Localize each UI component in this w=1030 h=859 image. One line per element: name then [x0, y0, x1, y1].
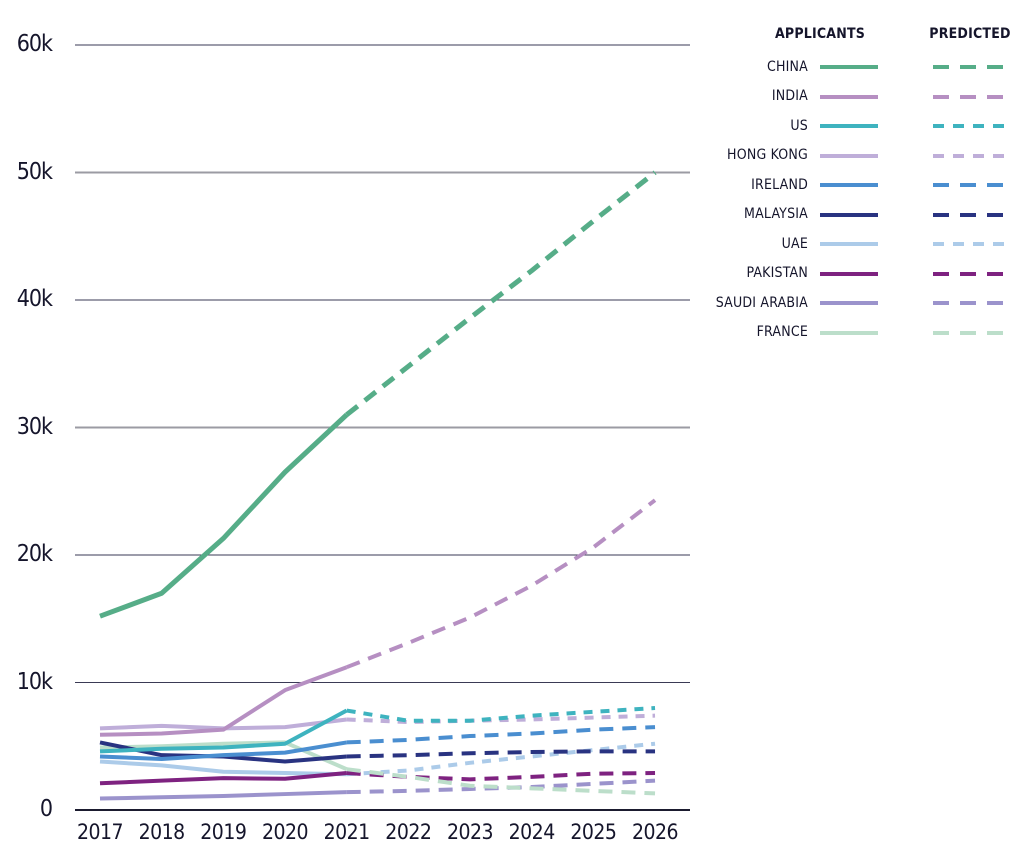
- legend-swatch-dashed: [933, 288, 1005, 318]
- x-tick-2023: 2023: [446, 820, 494, 844]
- legend-label: CHINA: [766, 58, 808, 75]
- legend-swatch-solid: [820, 82, 878, 112]
- y-tick-10k: 10k: [16, 668, 53, 695]
- legend-label: INDIA: [771, 88, 808, 105]
- x-tick-2017: 2017: [76, 820, 124, 844]
- y-tick-0: 0: [39, 796, 53, 822]
- series-us-predicted: [346, 706, 656, 723]
- series-pakistan-actual: [99, 771, 347, 786]
- legend-label: SAUDI ARABIA: [715, 294, 808, 311]
- x-tick-2025: 2025: [570, 820, 617, 844]
- series-india-actual: [99, 665, 348, 737]
- legend-rows: CHINA INDIA US HONG KONG IRELAND MALAYSIA UAE P…: [600, 52, 1030, 347]
- legend-swatch-solid: [820, 318, 878, 348]
- legend-row-china: CHINA: [600, 52, 1030, 82]
- legend-label: HONG KONG: [727, 147, 808, 164]
- x-tick-2026: 2026: [631, 820, 679, 844]
- legend: APPLICANTS PREDICTED CHINA INDIA US HONG KO…: [600, 26, 1030, 347]
- legend-swatch-solid: [820, 288, 878, 318]
- legend-row-france: FRANCE: [600, 318, 1030, 348]
- y-tick-30k: 30k: [16, 413, 53, 440]
- legend-swatch-dashed: [933, 111, 1005, 141]
- series-china-actual: [99, 412, 349, 619]
- series-france-actual: [99, 740, 348, 772]
- legend-label: FRANCE: [756, 324, 808, 341]
- x-tick-2018: 2018: [138, 820, 186, 844]
- legend-swatch-solid: [820, 200, 878, 230]
- legend-swatch-solid: [820, 170, 878, 200]
- legend-swatch-solid: [820, 111, 878, 141]
- legend-headers: APPLICANTS PREDICTED: [600, 26, 1030, 52]
- legend-row-saudi-arabia: SAUDI ARABIA: [600, 288, 1030, 318]
- y-tick-50k: 50k: [16, 158, 53, 185]
- x-tick-2019: 2019: [200, 820, 247, 844]
- legend-label: US: [790, 117, 808, 134]
- legend-swatch-dashed: [933, 170, 1005, 200]
- series-uae-actual: [99, 759, 347, 777]
- legend-swatch-dashed: [933, 200, 1005, 230]
- legend-swatch-dashed: [933, 229, 1005, 259]
- legend-header-applicants: APPLICANTS: [774, 26, 866, 42]
- x-tick-2020: 2020: [261, 820, 309, 844]
- x-tick-2024: 2024: [508, 820, 556, 844]
- legend-swatch-dashed: [933, 259, 1005, 289]
- legend-row-pakistan: PAKISTAN: [600, 259, 1030, 289]
- legend-label: MALAYSIA: [744, 206, 808, 223]
- series-hong-kong-actual: [99, 717, 347, 731]
- series-saudi-arabia-actual: [99, 790, 347, 801]
- legend-row-uae: UAE: [600, 229, 1030, 259]
- x-tick-2022: 2022: [385, 820, 432, 844]
- series-uae-predicted: [346, 741, 656, 777]
- legend-label: PAKISTAN: [746, 265, 808, 282]
- legend-row-hong-kong: HONG KONG: [600, 141, 1030, 171]
- legend-label: UAE: [781, 235, 808, 252]
- legend-row-malaysia: MALAYSIA: [600, 200, 1030, 230]
- legend-row-ireland: IRELAND: [600, 170, 1030, 200]
- legend-swatch-solid: [820, 229, 878, 259]
- legend-header-predicted: PREDICTED: [929, 26, 1011, 42]
- y-tick-20k: 20k: [16, 541, 53, 567]
- legend-swatch-dashed: [933, 82, 1005, 112]
- series-france-predicted: [346, 767, 656, 796]
- y-tick-60k: 60k: [16, 31, 53, 57]
- x-tick-2021: 2021: [323, 820, 371, 844]
- legend-swatch-dashed: [933, 141, 1005, 171]
- series-china-predicted: [345, 170, 657, 417]
- legend-swatch-solid: [820, 141, 878, 171]
- legend-row-us: US: [600, 111, 1030, 141]
- legend-swatch-dashed: [933, 318, 1005, 348]
- series-india-predicted: [345, 498, 657, 670]
- legend-row-india: INDIA: [600, 82, 1030, 112]
- series-ireland-predicted: [346, 725, 656, 745]
- legend-label: IRELAND: [751, 176, 808, 193]
- legend-swatch-dashed: [933, 52, 1005, 82]
- series-us-actual: [99, 708, 348, 754]
- series-ireland-actual: [99, 740, 348, 761]
- series-saudi-arabia-predicted: [346, 778, 656, 795]
- series-malaysia-predicted: [346, 749, 656, 759]
- legend-swatch-solid: [820, 259, 878, 289]
- legend-swatch-solid: [820, 52, 878, 82]
- y-tick-40k: 40k: [16, 286, 53, 312]
